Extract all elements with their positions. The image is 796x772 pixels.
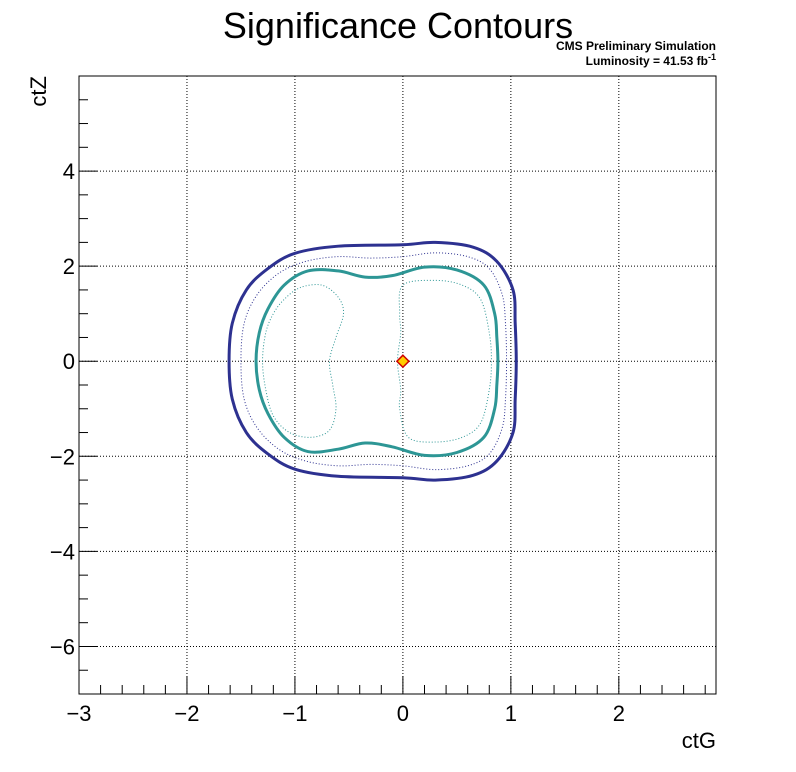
y-tick-label: −2: [50, 444, 75, 469]
y-tick-label: 4: [63, 159, 75, 184]
best-fit-marker: [395, 354, 410, 369]
cms-label: CMS Preliminary Simulation: [556, 39, 716, 53]
x-tick-label: −1: [282, 701, 307, 726]
y-tick-label: 2: [63, 254, 75, 279]
x-tick-label: 0: [397, 701, 409, 726]
contour-1: [227, 240, 518, 482]
x-axis-title: ctG: [682, 728, 716, 753]
x-tick-label: −2: [174, 701, 199, 726]
x-tick-label: −3: [66, 701, 91, 726]
luminosity-label: Luminosity = 41.53 fb-1: [586, 52, 716, 68]
x-axis: −3 −2 −1 0 1 2: [66, 676, 706, 726]
x-tick-label: 2: [613, 701, 625, 726]
y-axis: −6 −4 −2 0 2 4: [50, 75, 97, 695]
plot-frame: [78, 75, 717, 695]
contours: [227, 240, 518, 482]
contour-4: [262, 284, 345, 438]
contour-3: [254, 265, 500, 458]
y-axis-title: ctZ: [26, 76, 51, 107]
chart-title: Significance Contours: [223, 5, 573, 46]
y-tick-label: 0: [63, 349, 75, 374]
contour-5: [397, 279, 492, 443]
best-fit-point: [395, 354, 410, 369]
y-tick-label: −4: [50, 539, 75, 564]
x-tick-label: 1: [505, 701, 517, 726]
y-tick-label: −6: [50, 634, 75, 659]
grid: [79, 76, 716, 694]
